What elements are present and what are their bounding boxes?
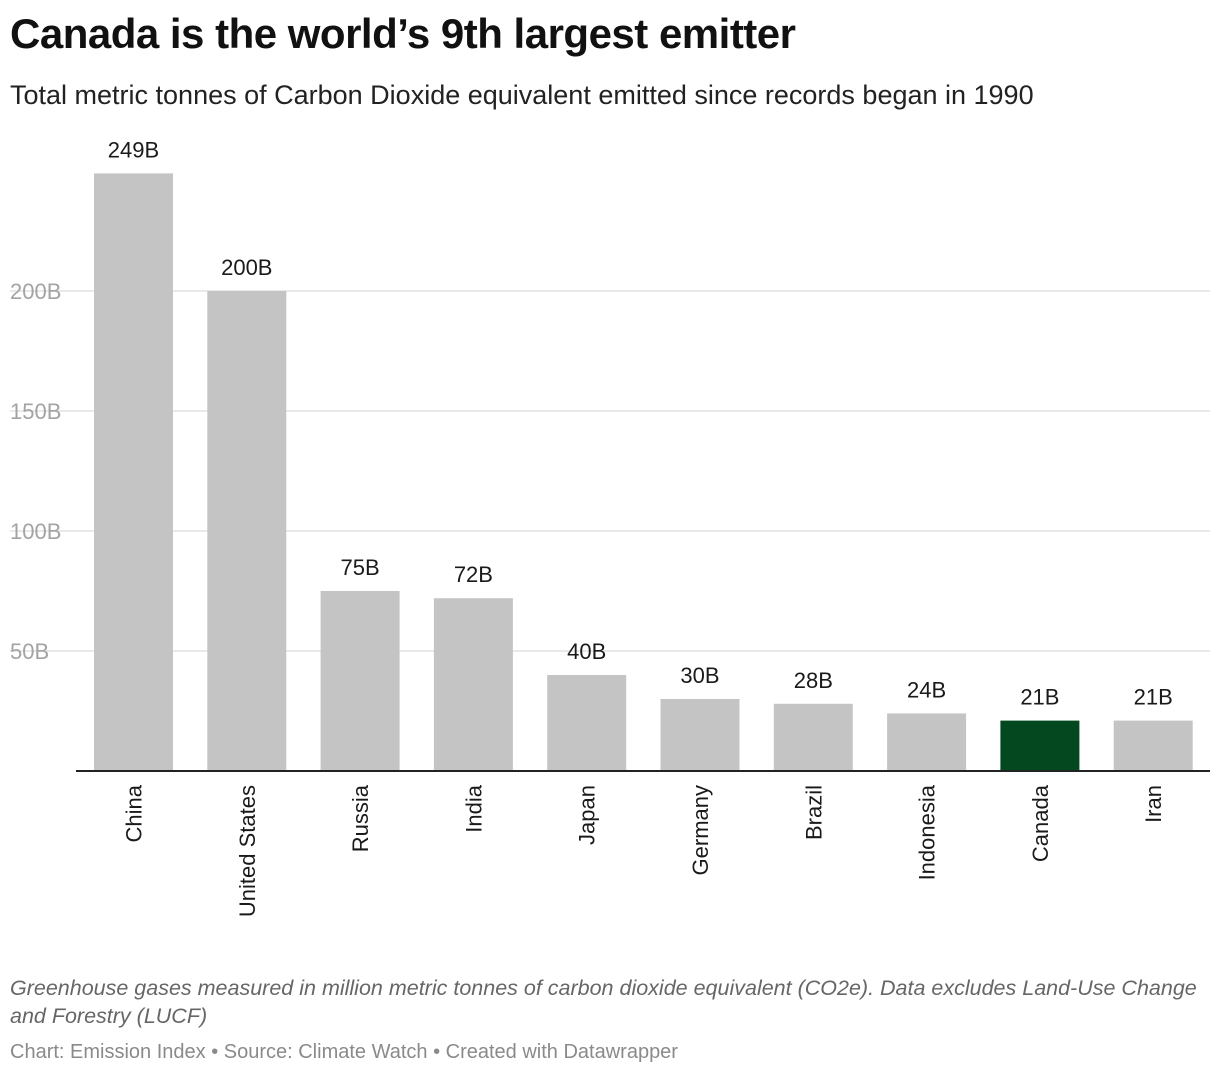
category-label: Iran [1141, 785, 1166, 823]
category-label: Russia [348, 784, 373, 852]
bar [207, 291, 287, 771]
category-label: Japan [575, 785, 600, 845]
bar [94, 173, 173, 771]
category-label: Germany [688, 785, 713, 875]
chart-subtitle: Total metric tonnes of Carbon Dioxide eq… [10, 80, 1034, 110]
value-label: 40B [567, 639, 606, 664]
category-label: China [122, 784, 147, 842]
bar [433, 598, 513, 771]
y-tick-label: 200B [10, 279, 61, 304]
category-label: United States [235, 785, 260, 917]
bar [547, 675, 627, 771]
value-label: 75B [341, 555, 380, 580]
value-label: 249B [108, 137, 159, 162]
category-label: India [461, 784, 486, 832]
bar [320, 591, 400, 771]
bar [660, 699, 740, 771]
bar [773, 703, 853, 771]
y-tick-label: 100B [10, 519, 61, 544]
value-label: 24B [907, 677, 946, 702]
value-label: 72B [454, 562, 493, 587]
chart-title: Canada is the world’s 9th largest emitte… [10, 10, 796, 57]
y-tick-label: 50B [10, 639, 49, 664]
category-label: Canada [1028, 784, 1053, 862]
chart-notes: Greenhouse gases measured in million met… [10, 976, 1197, 1028]
value-label: 28B [794, 668, 833, 693]
category-label: Brazil [801, 785, 826, 840]
bar [1000, 720, 1080, 771]
bar [887, 713, 967, 771]
bar [1113, 720, 1193, 771]
category-label: Indonesia [915, 784, 940, 880]
value-label: 30B [680, 663, 719, 688]
bar-chart: 50B 100B 150B 200B 249B China 200B United State… [10, 137, 1210, 917]
chart-footer: Chart: Emission Index • Source: Climate … [10, 1041, 678, 1063]
y-tick-label: 150B [10, 399, 61, 424]
value-label: 21B [1134, 685, 1173, 710]
value-label: 200B [221, 255, 272, 280]
value-label: 21B [1020, 685, 1059, 710]
